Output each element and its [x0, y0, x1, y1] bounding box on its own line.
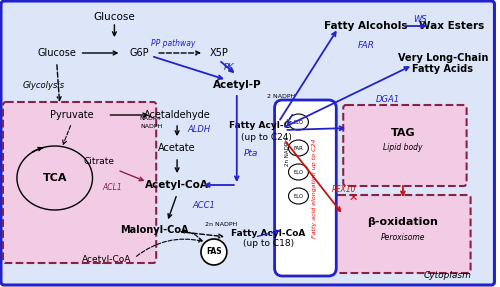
Ellipse shape [288, 114, 308, 130]
Text: TAG: TAG [390, 128, 415, 138]
Text: ACC1: ACC1 [192, 201, 216, 210]
Text: Acetyl-P: Acetyl-P [212, 80, 261, 90]
Text: X5P: X5P [210, 48, 229, 58]
Text: Glycolysis: Glycolysis [22, 80, 65, 90]
Text: (up to C18): (up to C18) [243, 239, 294, 249]
Text: Peroxisome: Peroxisome [380, 232, 425, 241]
Text: Cytoplasm: Cytoplasm [424, 271, 472, 280]
Text: G6P: G6P [130, 48, 149, 58]
Text: Pta: Pta [244, 148, 258, 158]
Circle shape [201, 239, 227, 265]
Ellipse shape [288, 140, 308, 156]
Text: TCA: TCA [42, 173, 67, 183]
Text: PEX10: PEX10 [332, 185, 356, 195]
Text: FAS: FAS [206, 247, 222, 257]
Text: Fatty Alcohols: Fatty Alcohols [324, 21, 408, 31]
Text: 2n NADPH: 2n NADPH [204, 222, 237, 228]
Text: ✕: ✕ [348, 193, 358, 203]
Text: ELO: ELO [294, 170, 304, 174]
FancyBboxPatch shape [343, 105, 466, 186]
Text: 2 NADPH: 2 NADPH [268, 94, 295, 98]
Text: Fatty Acids: Fatty Acids [412, 64, 473, 74]
Text: Very Long-Chain: Very Long-Chain [398, 53, 488, 63]
Text: Glucose: Glucose [94, 12, 136, 22]
Text: FAR: FAR [358, 42, 374, 51]
Text: Fatty Acyl-CoA: Fatty Acyl-CoA [232, 228, 306, 238]
Text: Pyruvate: Pyruvate [50, 110, 94, 120]
Text: ELO: ELO [294, 193, 304, 199]
Text: Lipid body: Lipid body [383, 143, 422, 152]
Text: Fatty Acyl-CoA: Fatty Acyl-CoA [230, 121, 304, 131]
Text: ELO: ELO [294, 119, 304, 125]
Ellipse shape [288, 164, 308, 180]
Text: FAR: FAR [294, 146, 304, 150]
Text: Malonyl-CoA: Malonyl-CoA [120, 225, 188, 235]
Text: 2n NADPH: 2n NADPH [285, 138, 290, 166]
Text: DGA1: DGA1 [376, 96, 400, 104]
Text: Glucose: Glucose [38, 48, 76, 58]
Text: Acetate: Acetate [158, 143, 196, 153]
Text: NADP+: NADP+ [140, 115, 162, 121]
FancyBboxPatch shape [336, 195, 470, 273]
Text: WS: WS [413, 15, 426, 24]
FancyBboxPatch shape [1, 1, 494, 285]
Text: NADPH: NADPH [140, 123, 162, 129]
Text: Citrate: Citrate [84, 158, 115, 166]
Text: Acetaldehyde: Acetaldehyde [144, 110, 210, 120]
Text: Fatty acid elongation up to C24: Fatty acid elongation up to C24 [312, 138, 317, 238]
Ellipse shape [288, 188, 308, 204]
Text: ACL1: ACL1 [102, 183, 122, 193]
Text: Acetyl-CoA: Acetyl-CoA [82, 255, 131, 265]
Text: Wax Esters: Wax Esters [419, 21, 484, 31]
Text: (up to C24): (up to C24) [241, 133, 292, 141]
Text: ALDH: ALDH [188, 125, 210, 135]
Text: PP pathway: PP pathway [151, 38, 196, 48]
Text: β-oxidation: β-oxidation [368, 217, 438, 227]
Text: PK: PK [224, 63, 234, 73]
Text: Acetyl-CoA: Acetyl-CoA [145, 180, 209, 190]
FancyBboxPatch shape [3, 102, 156, 263]
FancyBboxPatch shape [274, 100, 336, 276]
